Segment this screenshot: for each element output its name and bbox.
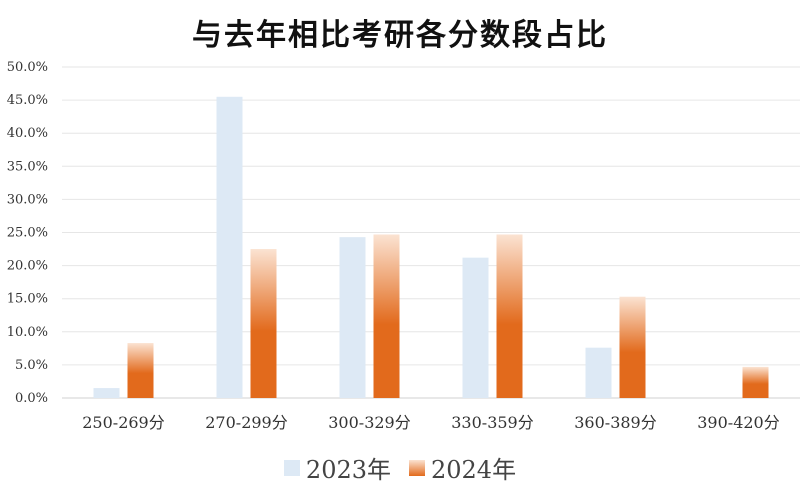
chart-title: 与去年相比考研各分数段占比 (192, 18, 608, 53)
bars (93, 96, 769, 398)
x-category-label: 250-269分 (82, 413, 165, 432)
y-tick-label: 20.0% (7, 259, 48, 274)
y-tick-label: 25.0% (7, 226, 48, 241)
y-axis-tick-labels: 0.0% 5.0% 10.0% 15.0% 20.0% 25.0% 30.0% 35.0% 40… (7, 60, 48, 406)
bar-2023 (462, 257, 489, 398)
legend-item-2023: 2023年 (283, 450, 391, 485)
bar-2023 (585, 347, 612, 398)
bar-2023 (93, 388, 120, 398)
y-tick-label: 50.0% (7, 60, 48, 75)
bar-2024 (742, 366, 769, 398)
x-category-label: 360-389分 (574, 413, 657, 432)
x-category-label: 300-329分 (328, 413, 411, 432)
y-tick-label: 0.0% (15, 391, 48, 406)
y-tick-label: 40.0% (7, 126, 48, 141)
y-tick-label: 35.0% (7, 159, 48, 174)
y-tick-label: 5.0% (15, 358, 48, 373)
x-category-label: 390-420分 (697, 413, 780, 432)
y-tick-label: 15.0% (7, 292, 48, 307)
legend-swatch-2023 (283, 459, 300, 476)
x-category-label: 330-359分 (451, 413, 534, 432)
legend-item-2024: 2024年 (409, 450, 516, 485)
bar-2024 (127, 343, 154, 398)
gridlines (62, 66, 800, 399)
bar-chart: 0.0% 5.0% 10.0% 15.0% 20.0% 25.0% 30.0% 35.0% 40… (7, 60, 800, 432)
x-category-label: 270-299分 (205, 413, 288, 432)
bar-2024 (250, 249, 277, 398)
y-tick-label: 10.0% (7, 325, 48, 340)
y-tick-label: 30.0% (7, 192, 48, 207)
legend-label-2024: 2024年 (431, 456, 517, 484)
legend-label-2023: 2023年 (305, 456, 391, 484)
bar-2024 (619, 296, 646, 398)
bar-2024 (373, 234, 400, 398)
bar-2023 (216, 96, 243, 398)
legend-swatch-2024 (409, 459, 425, 476)
y-tick-label: 45.0% (7, 93, 48, 108)
bar-2024 (496, 234, 523, 398)
x-axis-category-labels: 250-269分 270-299分 300-329分 330-359分 360-389分… (82, 413, 780, 432)
legend: 2023年 2024年 (0, 450, 800, 485)
bar-2023 (339, 237, 366, 398)
